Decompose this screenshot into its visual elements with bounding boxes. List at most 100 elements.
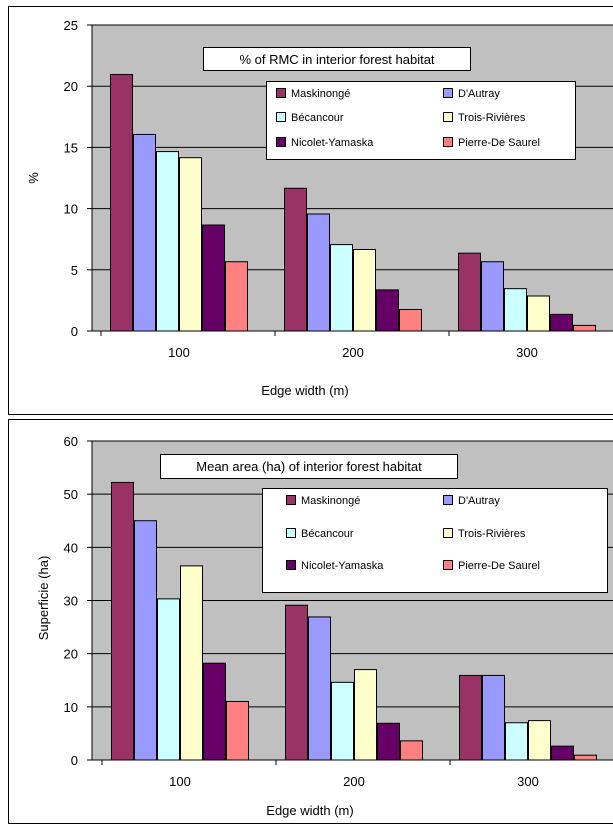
bar-trois-rivi-res-200 [353,248,376,332]
bar-trois-rivi-res-200 [354,669,377,761]
x-tick-label: 200 [343,774,365,789]
y-tick-label: 25 [64,18,78,33]
bar-maskinong--200 [285,604,308,761]
bar-pierre-de-saurel-200 [399,308,422,332]
chart-2-legend-box [262,488,608,593]
chart-2-x-tick-labels: 100 200 300 [169,774,539,789]
y-tick-label: 60 [64,434,78,449]
x-tick-label: 300 [516,345,538,360]
legend-swatch [443,137,453,147]
chart-1-ylabel: % [26,172,41,184]
bar-nicolet-yamaska-100 [203,662,226,761]
chart-2-xlabel: Edge width (m) [266,803,353,818]
chart-1-axes [87,24,613,336]
legend-swatch [276,137,286,147]
bar-d-autray-300 [481,261,504,332]
legend-swatch [443,112,453,122]
chart-2-axes [87,440,613,765]
bar-nicolet-yamaska-300 [551,745,574,761]
bar-pierre-de-saurel-100 [226,700,249,761]
chart-1-bars [110,73,596,332]
bar-d-autray-100 [134,520,157,761]
legend-label: D'Autray [458,495,500,507]
bar-trois-rivi-res-300 [528,720,551,761]
bar-nicolet-yamaska-200 [377,722,400,761]
y-tick-label: 30 [64,594,78,609]
chart-1-y-tick-labels: 0 5 10 15 20 25 [64,18,78,339]
bar-maskinong--300 [459,674,482,761]
legend-label: Nicolet-Yamaska [291,137,374,149]
chart-1-legend-box [266,81,576,160]
legend-swatch [443,528,453,538]
legend-label: Pierre-De Saurel [458,137,540,149]
legend-label: Bécancour [291,112,344,124]
y-tick-label: 0 [71,753,78,768]
chart-1-title-box [203,47,471,71]
bar-nicolet-yamaska-300 [550,313,573,332]
x-tick-label: 100 [169,774,191,789]
bar-d-autray-200 [307,213,330,332]
bar-b-cancour-100 [157,598,180,761]
y-tick-label: 10 [64,202,78,217]
y-tick-label: 20 [64,79,78,94]
bar-pierre-de-saurel-100 [225,261,248,332]
legend-label: Nicolet-Yamaska [301,560,384,572]
bar-maskinong--300 [458,252,481,332]
chart-1-xlabel: Edge width (m) [261,383,348,398]
legend-swatch [443,495,453,505]
legend-label: Pierre-De Saurel [458,560,540,572]
bar-b-cancour-200 [331,681,354,761]
legend-label: Maskinongé [301,495,360,507]
bar-d-autray-100 [133,133,156,332]
bar-b-cancour-100 [156,151,179,332]
legend-swatch [443,560,453,570]
y-tick-label: 20 [64,647,78,662]
chart-2-title-box [160,454,458,479]
x-tick-label: 100 [168,345,190,360]
legend-label: Bécancour [301,528,354,540]
bar-maskinong--100 [111,481,134,761]
chart-1-legend: Maskinongé D'Autray Bécancour Trois-Rivière… [276,88,540,149]
chart-2-title: Mean area (ha) of interior forest habita… [196,459,422,474]
bar-trois-rivi-res-300 [527,295,550,332]
legend-label: D'Autray [458,88,500,100]
chart-2-legend: Maskinongé D'Autray Bécancour Trois-Rivière… [286,495,540,572]
bar-d-autray-300 [482,674,505,761]
legend-label: Maskinongé [291,88,350,100]
bar-b-cancour-300 [504,288,527,332]
legend-swatch [276,112,286,122]
bar-nicolet-yamaska-200 [376,289,399,332]
y-tick-label: 40 [64,540,78,555]
x-tick-label: 300 [517,774,539,789]
bar-b-cancour-300 [505,722,528,761]
bar-d-autray-200 [308,616,331,761]
y-tick-label: 0 [71,324,78,339]
y-tick-label: 50 [64,487,78,502]
legend-label: Trois-Rivières [458,112,526,124]
legend-swatch [286,560,296,570]
legend-swatch [443,88,453,98]
y-tick-label: 15 [64,140,78,155]
bar-pierre-de-saurel-300 [574,754,597,761]
y-tick-label: 5 [71,263,78,278]
chart-2-y-tick-labels: 0 10 20 30 40 50 60 [64,434,78,768]
chart-2-bars [111,481,597,761]
legend-swatch [276,88,286,98]
chart-1-x-tick-labels: 100 200 300 [168,345,538,360]
bar-maskinong--200 [284,187,307,332]
legend-swatch [286,495,296,505]
legend-label: Trois-Rivières [458,528,526,540]
chart-2-ylabel: Superficie (ha) [36,556,51,641]
chart-1-title: % of RMC in interior forest habitat [239,52,434,67]
bar-pierre-de-saurel-200 [400,740,423,761]
legend-swatch [286,528,296,538]
y-tick-label: 10 [64,700,78,715]
bar-trois-rivi-res-100 [180,565,203,761]
x-tick-label: 200 [342,345,364,360]
bar-b-cancour-200 [330,244,353,332]
bar-nicolet-yamaska-100 [202,224,225,332]
bar-pierre-de-saurel-300 [573,324,596,332]
bar-maskinong--100 [110,73,133,332]
bar-trois-rivi-res-100 [179,157,202,332]
